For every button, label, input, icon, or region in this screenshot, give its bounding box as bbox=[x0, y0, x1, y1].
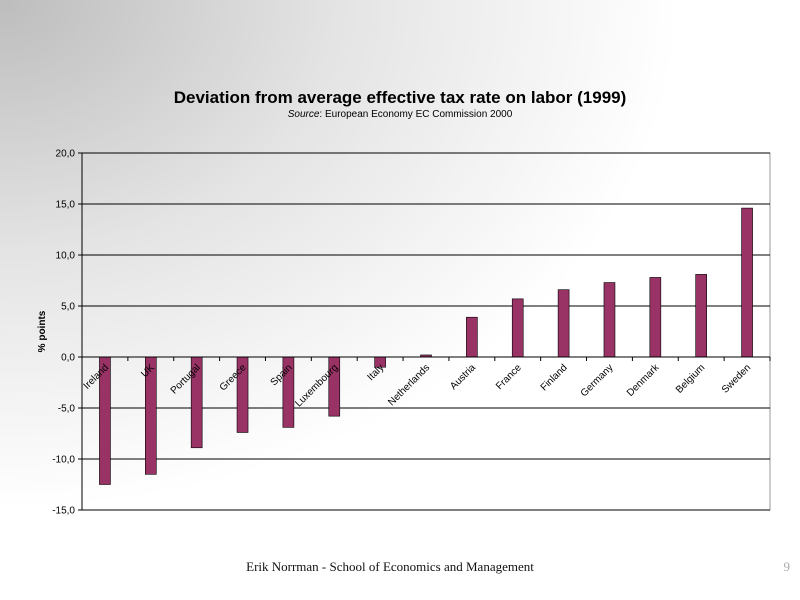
chart-title: Deviation from average effective tax rat… bbox=[173, 88, 627, 107]
page-number: 9 bbox=[783, 559, 791, 574]
subtitle-source-label: Source bbox=[287, 109, 320, 120]
bar-sweden bbox=[741, 207, 753, 358]
bar-france bbox=[511, 298, 524, 358]
category-label-sweden: Sweden bbox=[720, 362, 753, 395]
bar-denmark bbox=[649, 277, 662, 358]
y-tick-label: -15,0 bbox=[52, 506, 75, 517]
bar-finland bbox=[557, 289, 570, 358]
bar-germany bbox=[603, 282, 616, 358]
y-tick-label: 0,0 bbox=[61, 353, 75, 364]
category-label-netherlands: Netherlands bbox=[386, 362, 432, 408]
slide-footer: Erik Norrman - School of Economics and M… bbox=[246, 559, 534, 574]
category-label-france: France bbox=[494, 362, 524, 392]
category-label-austria: Austria bbox=[448, 362, 478, 392]
bar-belgium bbox=[695, 274, 708, 358]
y-tick-label: 15,0 bbox=[56, 200, 76, 211]
bar-austria bbox=[466, 316, 478, 358]
y-tick-label: -10,0 bbox=[52, 455, 75, 466]
category-label-denmark: Denmark bbox=[625, 362, 662, 399]
category-label-belgium: Belgium bbox=[674, 362, 707, 395]
y-axis-title: % points bbox=[37, 310, 48, 352]
category-label-germany: Germany bbox=[579, 362, 616, 399]
plot-area bbox=[81, 152, 771, 511]
y-tick-label: 5,0 bbox=[61, 302, 75, 313]
y-tick-label: 10,0 bbox=[56, 251, 76, 262]
y-tick-label: -5,0 bbox=[58, 404, 76, 415]
category-label-finland: Finland bbox=[539, 362, 570, 393]
chart-subtitle: Source: European Economy EC Commission 2… bbox=[0, 109, 800, 120]
subtitle-source-text: : European Economy EC Commission 2000 bbox=[319, 109, 513, 120]
y-tick-label: 20,0 bbox=[56, 149, 76, 160]
